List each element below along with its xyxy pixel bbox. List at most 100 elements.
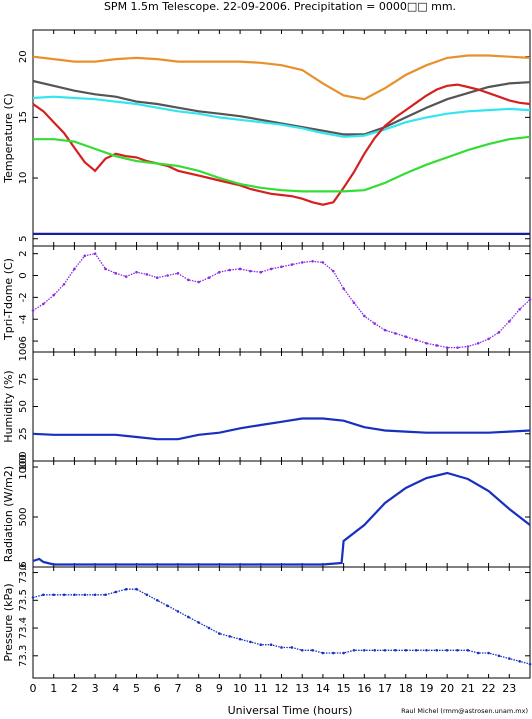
panel-frame xyxy=(32,460,531,568)
data-point xyxy=(73,267,76,271)
data-point xyxy=(104,593,107,597)
data-point xyxy=(342,651,345,655)
data-point xyxy=(218,270,221,274)
series-line-darkgray xyxy=(32,79,531,136)
data-point xyxy=(249,640,252,644)
y-tick-label: -6 xyxy=(18,336,29,346)
data-point xyxy=(238,267,242,271)
data-point xyxy=(466,648,470,652)
panels: 5 10 15 20 Temperature (C) -6 -4 -2 0 2Tpri-Tdome… xyxy=(2,29,532,679)
data-point xyxy=(280,265,283,269)
panel-frame xyxy=(32,245,531,353)
panel-frame xyxy=(32,566,531,679)
data-point xyxy=(425,341,428,345)
data-point xyxy=(394,332,397,335)
series-line-blue xyxy=(32,417,531,441)
y-tick-label: 0 xyxy=(18,272,29,278)
data-point xyxy=(352,301,356,305)
data-point xyxy=(135,587,138,591)
y-axis-label: Humidity (%) xyxy=(2,370,15,442)
data-point xyxy=(497,331,501,334)
data-point xyxy=(259,270,263,274)
y-tick-label: 73.6 xyxy=(18,561,29,583)
x-tick-label: 17 xyxy=(378,682,392,695)
data-point xyxy=(373,648,376,652)
chart-title: SPM 1.5m Telescope. 22-09-2006. Precipit… xyxy=(104,0,456,13)
y-axis-label: Temperature (C) xyxy=(2,93,15,183)
data-point xyxy=(176,610,180,613)
data-point xyxy=(228,635,232,638)
series-line-green xyxy=(33,135,531,193)
data-point xyxy=(487,337,490,341)
data-point xyxy=(259,643,263,646)
data-point xyxy=(456,648,459,652)
data-point xyxy=(62,593,66,597)
y-tick-label: 10 xyxy=(18,172,29,185)
series-line-blue xyxy=(32,588,531,665)
x-tick-label: 8 xyxy=(195,682,202,695)
credit-text: Raul Michel (rmm@astrosen.unam.mx) xyxy=(401,707,528,715)
data-point xyxy=(466,345,470,348)
panel-frame xyxy=(32,351,531,462)
data-point xyxy=(290,646,294,649)
y-tick-label: 73.4 xyxy=(18,617,29,639)
data-point xyxy=(425,648,428,652)
data-point xyxy=(331,651,335,655)
y-tick-label: -4 xyxy=(18,314,29,324)
data-point xyxy=(218,632,221,635)
data-point xyxy=(528,298,532,301)
data-point xyxy=(435,648,439,652)
x-tick-label: 5 xyxy=(133,682,140,695)
data-point xyxy=(93,593,97,597)
y-tick-label: -2 xyxy=(18,292,29,302)
x-tick-label: 23 xyxy=(502,682,516,695)
x-tick-label: 22 xyxy=(482,682,496,695)
y-tick-label: 100 xyxy=(18,451,29,470)
data-point xyxy=(52,293,56,297)
data-point xyxy=(187,278,190,282)
data-point xyxy=(321,261,325,264)
data-point xyxy=(238,637,242,641)
x-tick-label: 15 xyxy=(337,682,351,695)
data-point xyxy=(507,657,511,660)
x-tick-label: 2 xyxy=(71,682,78,695)
data-point xyxy=(373,322,376,325)
data-point xyxy=(352,648,356,652)
data-point xyxy=(269,267,273,271)
data-point xyxy=(394,648,397,652)
x-axis: 0 1 2 3 4 5 6 7 8 9 10 11 12 13 14 15 16 17 18 19 20 21 22 23 xyxy=(30,682,517,695)
y-tick-label: 73.3 xyxy=(18,645,29,667)
data-point xyxy=(83,254,87,258)
data-point xyxy=(414,338,418,342)
y-tick-label: 25 xyxy=(18,427,29,440)
data-point xyxy=(207,276,211,279)
data-point xyxy=(476,341,480,345)
x-axis-label: Universal Time (hours) xyxy=(228,704,353,717)
y-axis-label: Pressure (kPa) xyxy=(2,583,15,661)
x-tick-label: 9 xyxy=(216,682,223,695)
data-point xyxy=(404,648,408,652)
panel-frame xyxy=(32,29,531,247)
data-point xyxy=(42,302,45,306)
y-tick-label: 50 xyxy=(18,400,29,413)
temperature-panel: 5 10 15 20 Temperature (C) xyxy=(2,29,531,247)
x-tick-label: 6 xyxy=(154,682,161,695)
y-tick-label: 500 xyxy=(18,507,29,526)
data-point xyxy=(300,648,304,652)
y-tick-label: 1000 xyxy=(18,454,29,479)
data-point xyxy=(331,269,335,273)
x-tick-label: 19 xyxy=(419,682,433,695)
x-tick-label: 11 xyxy=(254,682,268,695)
data-point xyxy=(155,276,159,279)
data-point xyxy=(83,593,87,597)
data-point xyxy=(383,328,387,332)
data-point xyxy=(135,270,138,274)
x-tick-label: 18 xyxy=(399,682,413,695)
data-point xyxy=(124,587,128,591)
data-point xyxy=(207,626,211,630)
